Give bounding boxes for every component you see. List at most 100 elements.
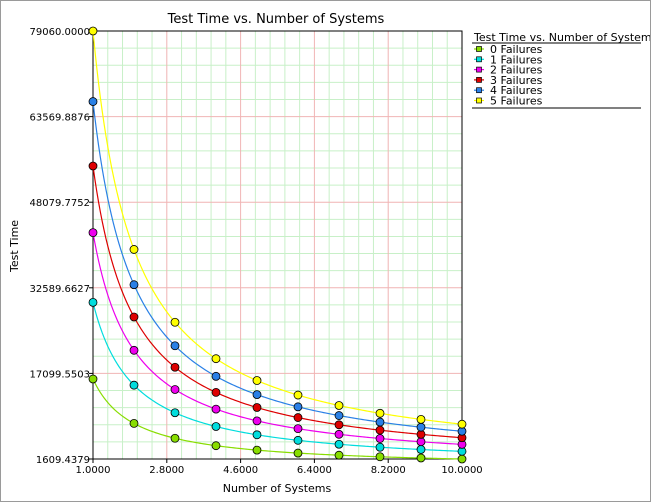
legend-label: 3 Failures <box>490 74 543 87</box>
axes: 1.0000 2.8000 4.6000 6.4000 8.2000 10.0000 160… <box>30 27 483 476</box>
data-point[interactable] <box>170 433 180 443</box>
data-point[interactable] <box>416 414 426 424</box>
series-5 <box>88 26 467 429</box>
data-point[interactable] <box>334 429 344 439</box>
data-point[interactable] <box>375 417 385 427</box>
data-point[interactable] <box>375 442 385 452</box>
data-point[interactable] <box>211 388 221 397</box>
data-point[interactable] <box>293 448 303 458</box>
data-point[interactable] <box>129 345 139 355</box>
legend-item[interactable]: 2 Failures <box>474 64 543 77</box>
legend-swatch-marker <box>476 56 482 63</box>
legend-item[interactable]: 4 Failures <box>474 84 543 97</box>
data-point[interactable] <box>170 408 180 418</box>
data-point[interactable] <box>457 419 467 429</box>
x-tick-label: 2.8000 <box>149 465 184 476</box>
data-point[interactable] <box>170 362 180 372</box>
data-point[interactable] <box>252 430 262 440</box>
legend-label: 2 Failures <box>490 64 543 77</box>
y-tick-label: 79060.0000 <box>30 27 90 38</box>
legend-item[interactable]: 5 Failures <box>474 95 543 108</box>
data-point[interactable] <box>129 312 139 322</box>
data-point[interactable] <box>88 161 98 171</box>
data-point[interactable] <box>416 437 426 447</box>
data-point[interactable] <box>129 380 139 390</box>
legend-swatch-marker <box>476 77 482 83</box>
data-point[interactable] <box>129 419 139 428</box>
series-line <box>92 378 463 460</box>
data-point[interactable] <box>293 424 303 434</box>
data-point[interactable] <box>211 371 221 381</box>
data-point[interactable] <box>88 97 98 106</box>
data-point[interactable] <box>129 245 139 254</box>
x-tick-label: 6.4000 <box>297 465 332 476</box>
data-point[interactable] <box>334 439 344 449</box>
data-point[interactable] <box>211 422 221 431</box>
data-point[interactable] <box>334 401 344 410</box>
data-point[interactable] <box>334 420 344 430</box>
series-line <box>92 101 463 432</box>
data-point[interactable] <box>375 434 385 443</box>
data-point[interactable] <box>252 445 262 455</box>
data-point[interactable] <box>375 408 385 418</box>
data-point[interactable] <box>457 454 467 464</box>
series-0 <box>88 374 467 464</box>
legend-label: 5 Failures <box>490 95 543 108</box>
data-point[interactable] <box>129 280 139 290</box>
data-point[interactable] <box>252 403 262 412</box>
data-point[interactable] <box>293 413 303 422</box>
data-point[interactable] <box>416 445 426 454</box>
legend-item[interactable]: 0 Failures <box>474 43 543 56</box>
series-2 <box>88 228 467 449</box>
data-point[interactable] <box>252 416 262 426</box>
data-point[interactable] <box>211 441 221 451</box>
data-point[interactable] <box>88 297 98 307</box>
data-point[interactable] <box>293 435 303 445</box>
plot-area-border <box>92 30 463 460</box>
data-point[interactable] <box>416 453 426 463</box>
legend-label: 4 Failures <box>490 84 543 97</box>
data-point[interactable] <box>88 228 98 238</box>
y-tick-label: 1609.4379 <box>36 455 90 466</box>
data-point[interactable] <box>170 341 180 351</box>
x-tick-label: 1.0000 <box>76 465 111 476</box>
legend-swatch-marker <box>476 87 482 94</box>
data-point[interactable] <box>88 374 98 384</box>
grid <box>92 30 463 460</box>
y-axis-label: Test Time <box>8 220 21 273</box>
x-tick-label: 4.6000 <box>223 465 258 476</box>
data-point[interactable] <box>334 411 344 420</box>
series-line <box>92 30 463 425</box>
legend-swatch-marker <box>476 66 482 73</box>
data-point[interactable] <box>252 376 262 385</box>
legend-item[interactable]: 3 Failures <box>474 74 543 87</box>
chart-title: Test Time vs. Number of Systems <box>167 12 385 27</box>
series-3 <box>88 161 467 443</box>
legend-swatch-marker <box>476 46 482 52</box>
data-point[interactable] <box>334 450 344 460</box>
data-point[interactable] <box>170 317 180 327</box>
data-point[interactable] <box>170 385 180 394</box>
data-point[interactable] <box>211 404 221 414</box>
data-point[interactable] <box>375 452 385 462</box>
x-axis-label: Number of Systems <box>223 482 332 495</box>
data-point[interactable] <box>375 425 385 435</box>
y-tick-label: 48079.7752 <box>30 198 90 209</box>
data-point[interactable] <box>252 390 262 400</box>
data-point[interactable] <box>416 422 426 432</box>
legend-label: 1 Failures <box>490 53 543 66</box>
data-point[interactable] <box>211 354 221 364</box>
legend-swatch-marker <box>476 97 482 104</box>
data-point[interactable] <box>88 26 98 36</box>
legend-label: 0 Failures <box>490 43 543 56</box>
data-point[interactable] <box>293 390 303 400</box>
series-line <box>92 165 463 439</box>
legend-item[interactable]: 1 Failures <box>474 53 543 66</box>
series-layer <box>88 26 467 464</box>
legend-title: Test Time vs. Number of System <box>473 31 650 44</box>
data-point[interactable] <box>293 402 303 412</box>
x-tick-label: 8.2000 <box>371 465 406 476</box>
